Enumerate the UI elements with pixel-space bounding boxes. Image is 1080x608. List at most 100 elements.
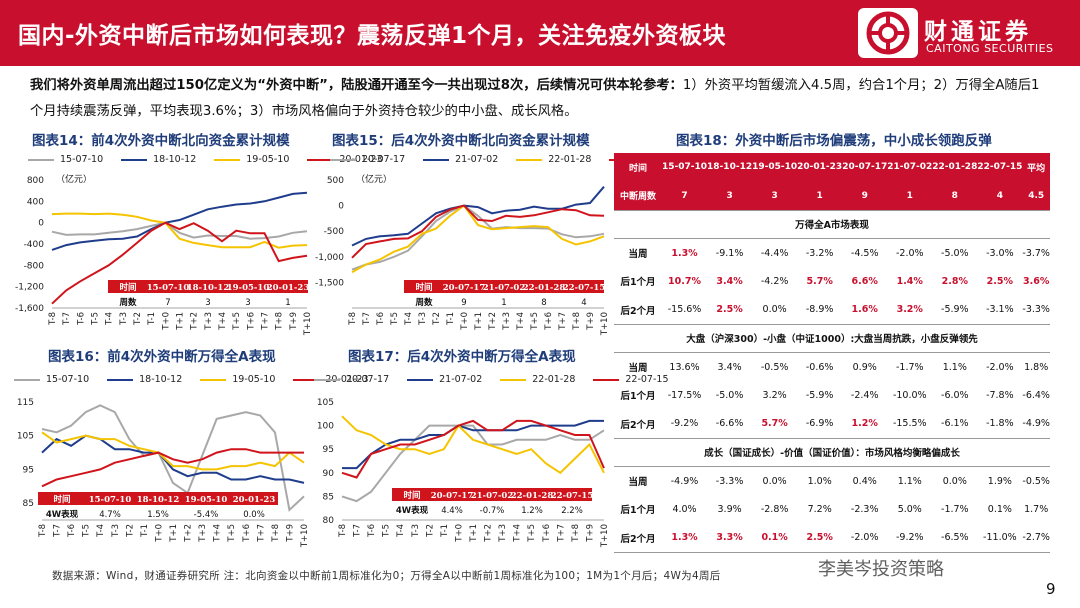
x-tick-label: T+2: [190, 312, 200, 331]
table-cell: -2.0%: [895, 247, 924, 259]
legend-line-icon: [593, 378, 620, 381]
inset-header-bg: [392, 488, 592, 501]
legend-line-icon: [314, 378, 340, 381]
chart15-title: 图表15：后4次外资中断北向资金累计规模: [332, 133, 590, 149]
x-tick-label: T-4: [96, 524, 106, 538]
section-title-row: 万得全A市场表现: [614, 209, 1050, 239]
table-cell: -1.7%: [941, 503, 969, 515]
x-tick-label: T+0: [460, 312, 470, 331]
inset-row-cell: 4W表现: [396, 505, 429, 516]
legend-item-22-01-28: 22-01-28: [500, 374, 575, 385]
x-tick-label: T+4: [513, 524, 523, 543]
x-tick-label: T+7: [261, 312, 271, 331]
table-cell: 0.0%: [762, 475, 787, 487]
inset-row-cell: 3: [205, 298, 210, 308]
table-cell: -6.4%: [1022, 389, 1050, 401]
x-tick-label: T+5: [227, 524, 237, 543]
table-cell: 3: [752, 181, 798, 210]
table-cell: 4.5: [1022, 181, 1050, 210]
chart14-title: 图表14：前4次外资中断北向资金累计规模: [32, 133, 290, 149]
x-tick-label: T+9: [586, 312, 596, 331]
y-tick-label: 85: [323, 492, 334, 502]
header-bar: 国内-外资中断后市场如何表现？震荡反弹1个月，关注免疫外资板块 财通证券 CAI…: [0, 0, 1080, 66]
table-row: 后2个月 1.3% 3.3% 0.1% 2.5% -2.0% -9.2% -6.5% -11.0…: [614, 523, 1050, 553]
inset-header-cell: 21-07-02: [483, 283, 526, 293]
table-cell: 5.0%: [897, 503, 922, 515]
table-cell: -2.7%: [1022, 523, 1050, 553]
table-row: 当周 13.6% 3.4% -0.5% -0.6% 0.9% -1.7% 1.1% -2.0% 1…: [614, 353, 1050, 382]
table-row: 当周 1.3% -9.1% -4.4% -3.2% -4.5% -2.0% -5.0% -3.0…: [614, 239, 1050, 268]
row-label: 中断周数: [614, 181, 662, 210]
table-cell: 1.1%: [897, 475, 922, 487]
table-cell: -2.0%: [986, 361, 1014, 373]
x-tick-label: T-8: [48, 312, 58, 326]
x-tick-label: T+1: [176, 312, 186, 331]
series-line-19-05-10: [51, 212, 308, 249]
x-tick-label: T+9: [585, 524, 595, 543]
inset-row-cell: -5.4%: [194, 510, 219, 520]
table-cell: -6.9%: [797, 409, 843, 439]
legend-line-icon: [407, 378, 434, 381]
watermark: 李美岑投资策略: [818, 559, 944, 580]
table-cell: 3.4%: [716, 275, 743, 287]
table-cell: -4.2%: [760, 275, 789, 287]
table-cell: -4.9%: [670, 475, 699, 487]
footer-note: 数据来源：Wind，财通证券研究所 注：北向资金以中断前1周标准化为0；万得全A…: [52, 570, 721, 582]
legend-item-20-01-23: 20-01-23: [307, 154, 383, 165]
series-line-20-01-23: [41, 448, 304, 488]
legend-line-icon: [423, 158, 450, 161]
table-cell: -15.6%: [662, 295, 708, 325]
legend-line-icon: [107, 378, 134, 381]
inset-header-cell: 22-01-28: [511, 491, 554, 501]
x-tick-label: T+9: [285, 524, 295, 543]
legend-item-19-05-10: 19-05-10: [200, 374, 275, 385]
x-tick-label: T+9: [289, 312, 299, 331]
row-label: 后1个月: [620, 505, 656, 517]
table-cell: 10.7%: [668, 275, 701, 287]
series-line-22-07-15: [341, 419, 605, 479]
summary-table: 时间 15-07-10 18-10-12 19-05-10 20-01-23 20-07-…: [614, 153, 1050, 553]
inset-row-cell: 7: [165, 298, 170, 308]
x-tick-label: T+3: [198, 524, 208, 543]
table-row: 后1个月 4.0% 3.9% -2.8% 7.2% -2.3% 5.0% -1.7% 0.1% 1…: [614, 495, 1050, 524]
table-cell: 22-07-15: [977, 153, 1023, 182]
x-tick-label: T+1: [169, 524, 179, 543]
y-tick-label: -1,500: [315, 278, 344, 288]
y-tick-label: 90: [323, 469, 335, 479]
x-tick-label: T+8: [572, 312, 582, 331]
section-title: 万得全A市场表现: [614, 209, 1050, 239]
x-tick-label: T-8: [38, 524, 48, 538]
inset-row-cell: 4.4%: [441, 506, 463, 516]
x-tick-label: T-4: [404, 312, 414, 326]
legend-item-22-07-15: 22-07-15: [593, 374, 669, 385]
legend-label: 22-07-15: [625, 374, 669, 385]
table-row: 后1个月 -17.5% -5.0% 3.2% -5.9% -2.4% -10.0% -6.0%…: [614, 381, 1050, 410]
inset-header-cell: 15-07-10: [147, 283, 190, 293]
x-tick-label: T+8: [271, 524, 281, 543]
legend-label: 20-07-17: [346, 374, 390, 385]
x-tick-label: T+10: [303, 312, 312, 336]
row-label: 后2个月: [614, 409, 662, 439]
x-tick-label: T-5: [91, 312, 101, 326]
legend-line-icon: [330, 158, 356, 161]
table-cell: 2.5%: [986, 275, 1014, 287]
table-cell: -3.1%: [977, 295, 1023, 325]
x-tick-label: T+6: [544, 312, 554, 331]
x-tick-label: T+3: [204, 312, 214, 331]
legend-label: 19-05-10: [232, 374, 276, 385]
x-tick-label: T-6: [67, 524, 77, 538]
inset-header-cell: 15-07-10: [89, 495, 132, 505]
table-cell: 6.6%: [851, 275, 878, 287]
x-tick-label: T-2: [432, 312, 442, 326]
y-tick-label: 95: [323, 445, 334, 455]
table-cell: 1: [887, 181, 933, 210]
series-line-20-07-17: [351, 204, 605, 271]
legend-line-icon: [307, 158, 334, 161]
table-cell: 0.4%: [852, 475, 877, 487]
table-cell: -17.5%: [667, 389, 702, 401]
brand-name: 财通证券: [924, 19, 1032, 45]
chart14-legend: 15-07-10 18-10-12 19-05-10 20-01-23: [28, 154, 401, 165]
table-row: 中断周数 7 3 3 1 9 1 8 4 4.5: [614, 181, 1050, 210]
legend-label: 20-01-23: [339, 154, 383, 165]
x-tick-label: T+2: [484, 524, 494, 543]
